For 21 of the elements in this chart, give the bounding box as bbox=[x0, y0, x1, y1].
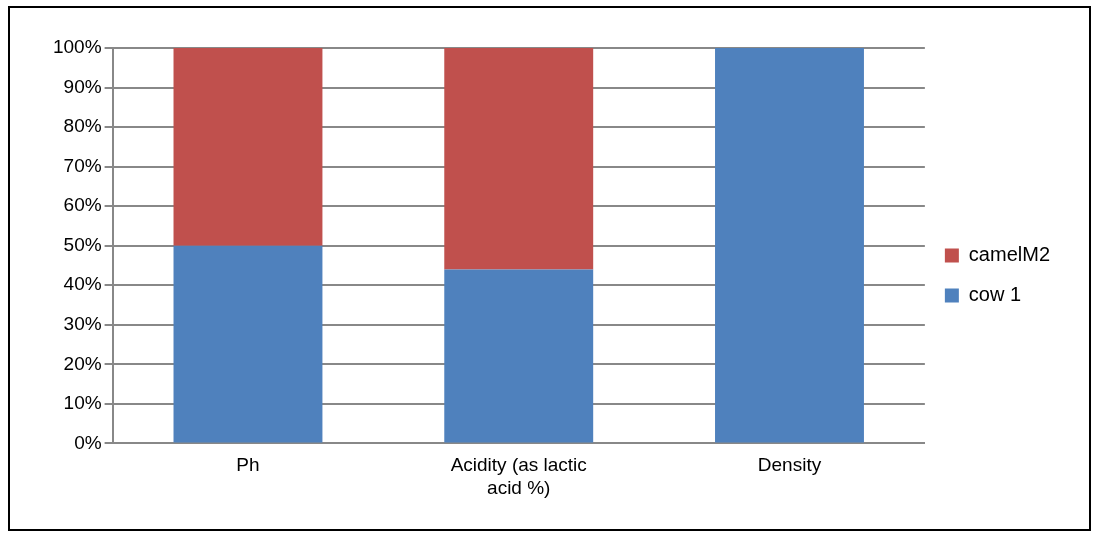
x-tick-label: Acidity (as lactic acid %) bbox=[450, 454, 587, 498]
y-tick-label: 20% bbox=[63, 352, 102, 374]
y-tick-label: 70% bbox=[63, 154, 102, 176]
y-tick-label: 50% bbox=[63, 233, 102, 255]
bar bbox=[444, 48, 594, 270]
legend-label: cow 1 bbox=[968, 283, 1022, 306]
bar bbox=[444, 269, 594, 443]
y-tick-label: 0% bbox=[74, 431, 102, 453]
y-tick-label: 10% bbox=[63, 392, 102, 414]
y-tick-label: 90% bbox=[63, 75, 102, 97]
x-tick-label: Ph bbox=[236, 454, 260, 476]
legend-label: camelM2 bbox=[968, 243, 1051, 266]
bar bbox=[173, 245, 323, 443]
bar bbox=[173, 48, 323, 246]
y-tick-label: 80% bbox=[63, 115, 102, 137]
y-tick-label: 30% bbox=[63, 313, 102, 335]
bar bbox=[715, 48, 864, 443]
x-tick-label: Density bbox=[757, 454, 822, 476]
y-tick-label: 40% bbox=[63, 273, 102, 295]
y-tick-label: 100% bbox=[52, 36, 102, 58]
y-tick-label: 60% bbox=[63, 194, 102, 216]
